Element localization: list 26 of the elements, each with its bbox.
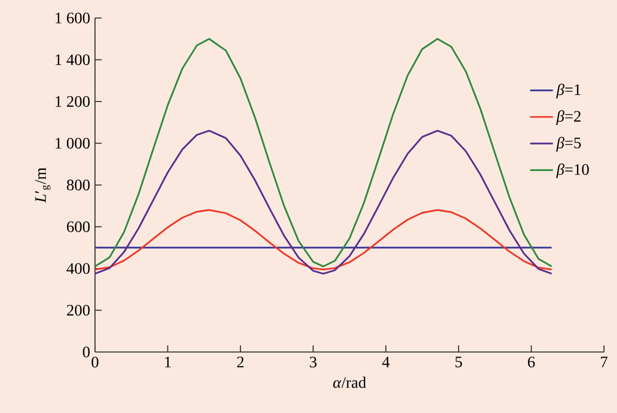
x-tick-label: 3 [310,356,317,368]
legend-label: β=5 [556,136,581,152]
x-axis-title: α/rad [333,376,366,388]
x-tick-label: 6 [528,356,535,368]
line-series [94,130,553,275]
y-tick-label: 400 [66,263,90,274]
legend-label: β=2 [556,110,581,125]
y-tick-label: 1 000 [56,138,90,149]
y-tick-label: 1 200 [56,96,90,107]
y-axis-title: L′$_{g}$/m [35,168,50,203]
y-tick-label: 800 [66,180,90,190]
x-tick-label: 7 [601,356,608,368]
legend-label: β=10 [556,164,589,178]
x-tick-label: 4 [382,356,390,368]
x-tick-label: 1 [165,356,171,368]
y-tick-label: 0 [82,346,90,358]
x-tick-label: 2 [237,356,244,368]
y-tick-label: 600 [66,221,90,232]
x-tick-label: 5 [455,356,462,368]
line-series [94,38,553,268]
line-series [94,209,553,270]
x-tick-label: 0 [92,356,98,368]
y-tick-label: 1 400 [56,54,90,66]
y-tick-label: 200 [67,304,90,316]
y-tick-label: 1 600 [56,12,90,24]
legend-label: β=1 [556,84,580,98]
